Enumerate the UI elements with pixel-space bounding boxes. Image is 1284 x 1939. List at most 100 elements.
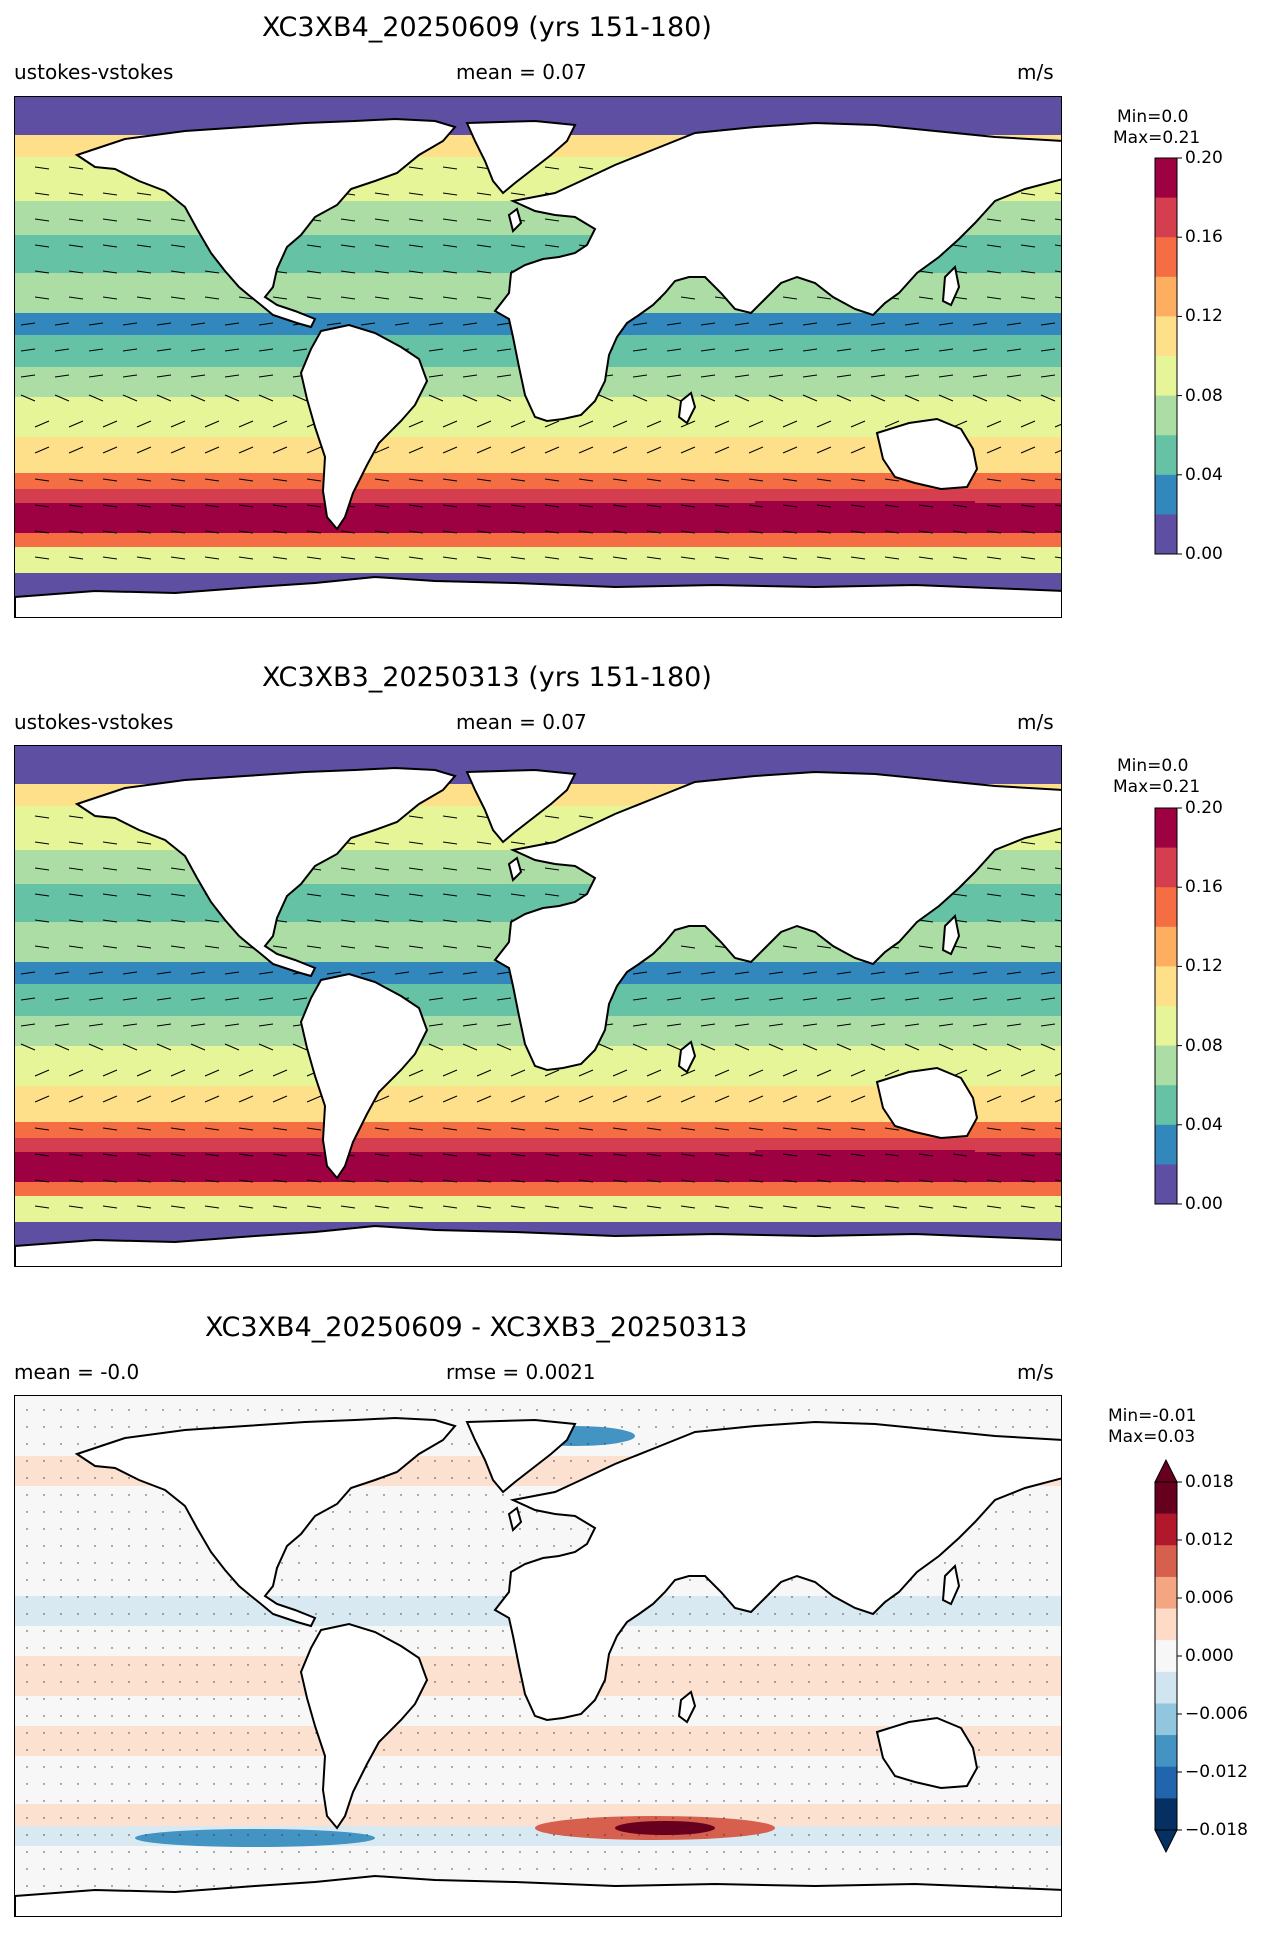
panel-3-range-min: Min=-0.01 xyxy=(1108,1406,1197,1426)
colorbar-swatch xyxy=(1155,356,1177,397)
colorbar-swatch xyxy=(1155,1164,1177,1205)
colorbar-extend-max xyxy=(1154,1458,1178,1483)
panel-3-title: XC3XB4_20250609 - XC3XB3_20250313 xyxy=(205,1312,748,1343)
panel-3-colorbar: 0.018 0.012 0.006 0.000 −0.006 −0.012 −0.018 xyxy=(1154,1458,1248,1854)
colorbar-swatch xyxy=(1155,237,1177,278)
colorbar-tick-label: 0.08 xyxy=(1185,385,1223,406)
panel-1-colorbar: 0.20 0.16 0.12 0.08 0.04 0.00 xyxy=(1154,148,1223,564)
panel-2-variable-label: ustokes-vstokes xyxy=(14,710,174,734)
colorbar-tick-label: 0.20 xyxy=(1185,798,1223,818)
colorbar-swatch xyxy=(1155,395,1177,436)
colorbar-swatch xyxy=(1155,474,1177,515)
panel-2-title: XC3XB3_20250313 (yrs 151-180) xyxy=(262,662,712,693)
colorbar-swatch xyxy=(1155,966,1177,1007)
south-america-landmass xyxy=(299,1622,429,1830)
south-america-landmass xyxy=(299,323,429,531)
colorbar-tick-label: −0.006 xyxy=(1185,1704,1248,1724)
panel-2-map xyxy=(14,745,1062,1267)
south-america-landmass xyxy=(299,972,429,1180)
colorbar-swatch xyxy=(1155,1006,1177,1047)
colorbar-tick-label: 0.04 xyxy=(1185,464,1223,485)
madagascar-landmass xyxy=(677,1690,697,1724)
antarctica-landmass xyxy=(15,1224,1061,1266)
madagascar-landmass xyxy=(677,391,697,425)
panel-1-range-max: Max=0.21 xyxy=(1113,128,1201,148)
panel-1-map xyxy=(14,96,1062,618)
uk-landmass xyxy=(507,856,523,882)
colorbar-swatch xyxy=(1155,926,1177,967)
panel-1-mean-label: mean = 0.07 xyxy=(456,60,587,84)
colorbar-tick-label: 0.12 xyxy=(1185,306,1223,327)
africa-eurasia-landmass xyxy=(493,121,1061,423)
greenland-landmass xyxy=(465,768,577,844)
colorbar-swatch xyxy=(1155,1576,1177,1610)
colorbar-swatch xyxy=(1155,1124,1177,1165)
colorbar-swatch xyxy=(1155,1085,1177,1126)
africa-eurasia-landmass xyxy=(493,1420,1061,1722)
colorbar-swatch xyxy=(1155,1671,1177,1704)
panel-2-units-label: m/s xyxy=(1017,710,1054,734)
colorbar-swatch xyxy=(1155,197,1177,238)
panel-3-units-label: m/s xyxy=(1017,1360,1054,1384)
colorbar-tick-label: 0.018 xyxy=(1185,1472,1234,1492)
australia-landmass xyxy=(875,1716,979,1790)
australia-landmass xyxy=(875,1066,979,1140)
australia-landmass xyxy=(875,417,979,491)
colorbar-tick-label: 0.00 xyxy=(1185,1194,1223,1214)
colorbar-tick-label: 0.20 xyxy=(1185,148,1223,168)
colorbar-tick-label: −0.018 xyxy=(1185,1820,1248,1840)
panel-2-mean-label: mean = 0.07 xyxy=(456,710,587,734)
colorbar-swatch xyxy=(1155,1766,1177,1799)
north-america-landmass xyxy=(74,766,457,978)
panel-2-colorbar: 0.20 0.16 0.12 0.08 0.04 0.00 xyxy=(1154,798,1223,1214)
colorbar-swatch xyxy=(1155,1482,1177,1515)
greenland-landmass xyxy=(465,1418,577,1494)
panel-1-units-label: m/s xyxy=(1017,60,1054,84)
colorbar-swatch xyxy=(1155,808,1177,849)
colorbar-swatch xyxy=(1155,887,1177,928)
colorbar-swatch xyxy=(1155,1045,1177,1086)
panel-3-map xyxy=(14,1395,1062,1917)
colorbar-tick-label: −0.012 xyxy=(1185,1762,1248,1782)
colorbar-swatch xyxy=(1155,1640,1177,1673)
colorbar-tick-label: 0.006 xyxy=(1185,1588,1234,1608)
panel-3-mean-label: mean = -0.0 xyxy=(14,1360,140,1384)
colorbar-swatch xyxy=(1155,1703,1177,1736)
colorbar-swatch xyxy=(1155,158,1177,199)
madagascar-landmass xyxy=(677,1040,697,1074)
colorbar-tick-label: 0.16 xyxy=(1185,227,1223,248)
africa-eurasia-landmass xyxy=(493,770,1061,1072)
uk-landmass xyxy=(507,1506,523,1532)
colorbar-swatch xyxy=(1155,514,1177,555)
north-america-landmass xyxy=(74,1416,457,1628)
panel-3-rmse-label: rmse = 0.0021 xyxy=(446,1360,596,1384)
colorbar-tick-label: 0.04 xyxy=(1185,1114,1223,1135)
panel-3-range-max: Max=0.03 xyxy=(1108,1427,1196,1447)
antarctica-landmass xyxy=(15,575,1061,617)
colorbar-swatch xyxy=(1155,1545,1177,1578)
north-america-landmass xyxy=(74,117,457,329)
colorbar-tick-label: 0.00 xyxy=(1185,544,1223,564)
colorbar-swatch xyxy=(1155,276,1177,317)
colorbar-tick-label: 0.12 xyxy=(1185,956,1223,977)
colorbar-tick-label: 0.16 xyxy=(1185,877,1223,898)
colorbar-swatch xyxy=(1155,1735,1177,1768)
antarctica-landmass xyxy=(15,1874,1061,1916)
panel-1-title: XC3XB4_20250609 (yrs 151-180) xyxy=(262,12,712,43)
uk-landmass xyxy=(507,207,523,233)
panel-2-range-max: Max=0.21 xyxy=(1113,777,1201,797)
colorbar-tick-label: 0.08 xyxy=(1185,1035,1223,1056)
colorbar-tick-label: 0.012 xyxy=(1185,1530,1234,1550)
colorbar-swatch xyxy=(1155,1798,1177,1831)
colorbar-extend-min xyxy=(1154,1829,1178,1854)
japan-landmass xyxy=(941,1563,961,1606)
panel-1-variable-label: ustokes-vstokes xyxy=(14,60,174,84)
colorbar-swatch xyxy=(1155,435,1177,476)
japan-landmass xyxy=(941,264,961,307)
colorbar-tick-label: 0.000 xyxy=(1185,1646,1234,1666)
panel-2-range-min: Min=0.0 xyxy=(1117,756,1189,776)
colorbar-swatch xyxy=(1155,316,1177,357)
greenland-landmass xyxy=(465,119,577,195)
panel-1-range-min: Min=0.0 xyxy=(1117,107,1189,127)
colorbar-swatch xyxy=(1155,1513,1177,1546)
